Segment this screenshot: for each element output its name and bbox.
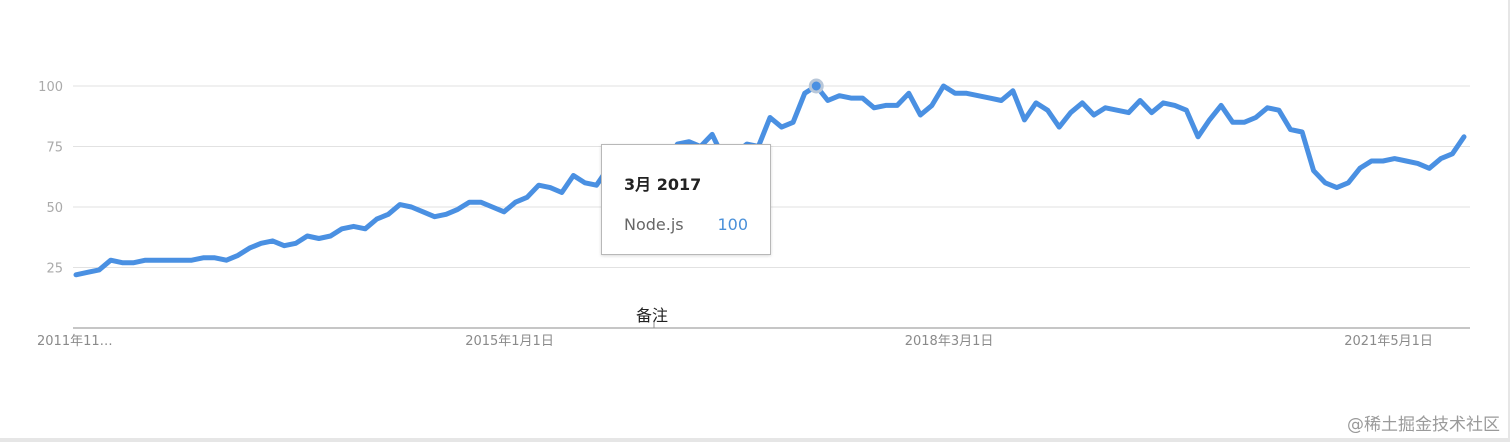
tooltip-series-name: Node.js: [624, 215, 684, 234]
y-axis-tick-labels: 25 50 75 100: [38, 80, 63, 277]
y-tick-label: 50: [46, 201, 63, 216]
annotation-label[interactable]: 备注: [636, 306, 669, 325]
x-tick-label: 2011年11…: [37, 334, 113, 349]
x-tick-label: 2018年3月1日: [905, 334, 994, 349]
highlight-point[interactable]: [808, 78, 824, 94]
x-axis-tick-labels: 2011年11… 2015年1月1日 2018年3月1日 2021年5月1日: [37, 334, 1433, 349]
tooltip-date: 3月 2017: [624, 175, 702, 194]
y-tick-label: 75: [46, 141, 63, 156]
y-tick-label: 100: [38, 80, 63, 95]
x-tick-label: 2015年1月1日: [465, 334, 554, 349]
series-line-nodejs: [73, 83, 1467, 278]
watermark: @稀土掘金技术社区: [1347, 415, 1500, 435]
grid-lines: [73, 85, 1470, 268]
tooltip-value: 100: [717, 215, 748, 234]
x-tick-label: 2021年5月1日: [1344, 334, 1433, 349]
data-tooltip: 3月 2017 Node.js 100: [601, 144, 771, 255]
y-tick-label: 25: [46, 262, 63, 277]
